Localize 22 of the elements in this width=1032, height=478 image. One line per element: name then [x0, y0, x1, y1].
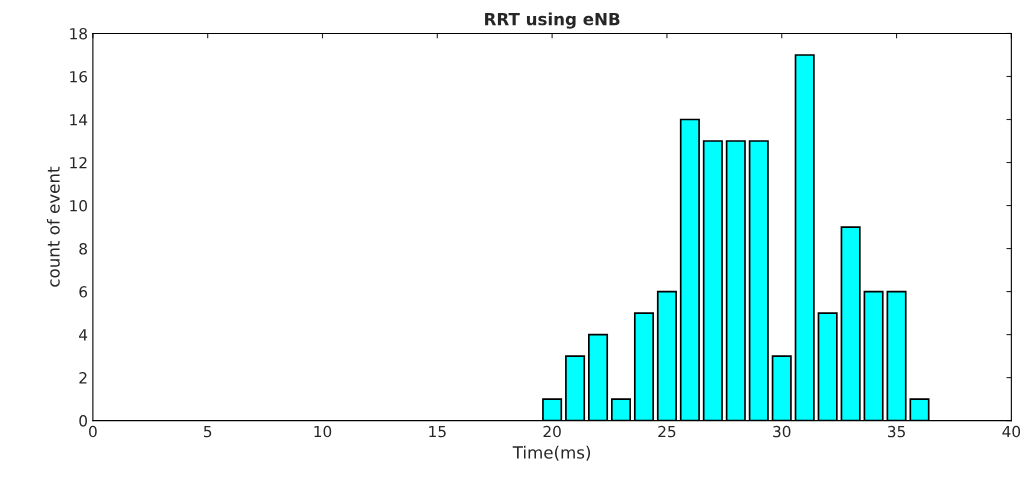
x-tick-label: 15	[429, 425, 446, 438]
y-tick-label: 0	[79, 415, 87, 427]
y-axis-title: count of event	[46, 166, 60, 287]
y-tick-label: 14	[70, 114, 88, 126]
x-tick-label: 20	[543, 425, 561, 438]
y-tick-label: 8	[79, 243, 87, 255]
x-tick-label: 0	[89, 425, 97, 438]
x-tick-label: 25	[658, 425, 676, 438]
x-tick-label: 30	[773, 425, 791, 438]
y-tick-label: 2	[79, 372, 87, 384]
y-tick-label: 16	[70, 70, 88, 83]
x-tick-label: 40	[1002, 425, 1021, 438]
x-tick-label: 5	[204, 425, 212, 438]
y-tick-label: 4	[79, 329, 88, 341]
x-axis-title: Time(ms)	[512, 445, 591, 461]
y-tick-label: 12	[70, 156, 87, 169]
y-tick-label: 10	[70, 200, 87, 212]
y-tick-label: 6	[79, 286, 88, 298]
x-tick-label: 35	[887, 425, 905, 438]
y-tick-label: 18	[70, 27, 87, 40]
x-tick-label: 10	[314, 425, 332, 438]
chart-title: RRT using eNB	[485, 12, 620, 29]
